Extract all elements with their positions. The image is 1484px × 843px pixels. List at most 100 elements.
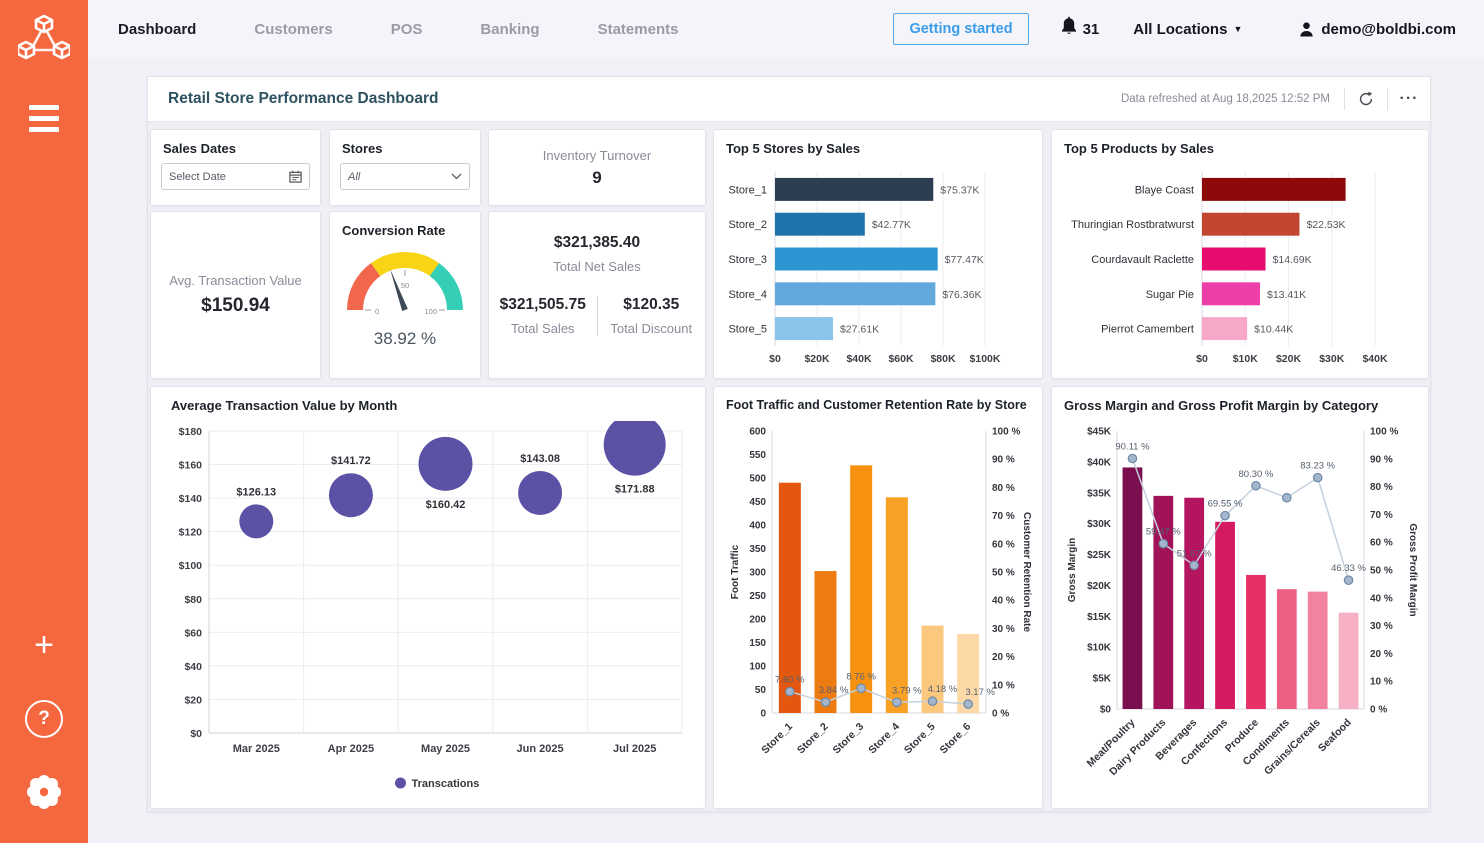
svg-text:90 %: 90 % [1370,454,1393,465]
kpi-label: Avg. Transaction Value [169,273,302,288]
svg-text:$14.69K: $14.69K [1273,254,1312,266]
inventory-turnover-kpi-card: Inventory Turnover 9 [488,129,706,206]
svg-text:Store_2: Store_2 [795,721,831,757]
net-sales-kpi-card: $321,385.40 Total Net Sales $321,505.75 … [488,211,706,379]
svg-text:100 %: 100 % [1370,427,1398,438]
net-sales-value: $321,385.40 [553,234,641,251]
svg-text:$5K: $5K [1093,674,1112,685]
settings-gear-icon[interactable] [24,772,64,817]
refresh-icon [1359,91,1373,106]
svg-text:Customer Retention Rate: Customer Retention Rate [1021,512,1032,632]
svg-text:Store_5: Store_5 [902,721,938,757]
svg-text:$42.77K: $42.77K [872,219,911,231]
svg-text:60 %: 60 % [1370,538,1393,549]
svg-text:$76.36K: $76.36K [942,289,981,301]
svg-text:Seafood: Seafood [1316,717,1354,755]
svg-text:$75.37K: $75.37K [940,184,979,196]
sales-dates-filter-card: Sales Dates Select Date [150,129,321,206]
avg-transaction-bubble-chart[interactable]: $0 $20 $40 $60 $80 $100 $120 $140 $160 $180 $126.1… [165,413,692,801]
top-navigation: Dashboard Customers POS Banking Statemen… [88,0,1484,58]
nav-tab-statements[interactable]: Statements [597,20,679,38]
bell-icon [1059,16,1079,42]
svg-text:$40K: $40K [1362,353,1388,365]
more-options-button[interactable]: ··· [1399,90,1419,107]
filter-label: Sales Dates [163,141,236,156]
svg-text:$40K: $40K [846,353,872,365]
svg-text:0: 0 [375,307,379,316]
svg-text:40 %: 40 % [992,596,1015,607]
svg-text:Blaye Coast: Blaye Coast [1135,184,1194,196]
top-products-chart-card: Top 5 Products by Sales $0 $10K $20K $30K $4… [1051,129,1429,379]
svg-text:Store_4: Store_4 [728,289,767,301]
svg-text:$30K: $30K [1087,519,1112,530]
foot-traffic-chart-card: Foot Traffic and Customer Retention Rate… [713,386,1043,809]
avg-transaction-kpi-card: Avg. Transaction Value $150.94 [150,211,321,379]
net-sales-label: Total Net Sales [553,259,641,274]
chart-title: Top 5 Stores by Sales [726,141,861,156]
foot-traffic-combo-chart[interactable]: 0 50 100 150 200 250 300 350 400 450 500 550 600 0 % 1… [726,423,1032,801]
top-stores-bar-chart[interactable]: $0 $20K $40K $60K $80K $100K Store_1 $75.37K Sto… [723,166,1035,370]
svg-text:350: 350 [749,544,766,555]
location-selector[interactable]: All Locations ▼ [1133,21,1242,38]
gauge-value: 38.92 % [373,329,437,348]
nav-tab-customers[interactable]: Customers [254,20,333,38]
page-title: Retail Store Performance Dashboard [168,90,439,107]
help-icon[interactable]: ? [25,700,63,738]
stores-dropdown[interactable]: All [340,163,470,190]
menu-hamburger-icon[interactable] [29,105,59,132]
top-stores-chart-card: Top 5 Stores by Sales $0 $20K $40K $60K $80K… [713,129,1043,379]
total-discount-label: Total Discount [610,321,693,336]
svg-text:$10.44K: $10.44K [1254,324,1293,336]
svg-text:59.47 %: 59.47 % [1146,527,1181,538]
svg-text:46.33 %: 46.33 % [1331,563,1366,574]
svg-text:51.67 %: 51.67 % [1177,548,1212,559]
user-menu[interactable]: demo@boldbi.com [1298,21,1456,38]
svg-text:$40: $40 [184,661,202,673]
svg-text:80.30 %: 80.30 % [1239,469,1274,480]
top-products-bar-chart[interactable]: $0 $10K $20K $30K $40K Blaye Coast Thuringian … [1060,166,1421,370]
svg-text:30 %: 30 % [1370,621,1393,632]
svg-text:8.76 %: 8.76 % [846,671,876,682]
gross-margin-combo-chart[interactable]: $0 $5K $10K $15K $20K $25K $30K $35K $40K $45K 0 %… [1063,423,1418,801]
svg-text:$140: $140 [179,493,203,505]
svg-text:$160: $160 [179,460,203,472]
notification-count: 31 [1082,20,1100,38]
svg-text:69.55 %: 69.55 % [1208,499,1243,510]
nav-tab-banking[interactable]: Banking [480,20,540,38]
stores-selected-value: All [348,170,361,183]
svg-text:4.18 %: 4.18 % [928,684,958,695]
svg-text:Thuringian Rostbratwurst: Thuringian Rostbratwurst [1071,219,1194,231]
svg-text:$35K: $35K [1087,488,1112,499]
create-new-button[interactable]: + [34,626,54,664]
notifications-button[interactable]: 31 [1059,16,1100,42]
svg-text:$126.13: $126.13 [236,486,276,498]
nav-tab-dashboard[interactable]: Dashboard [118,20,197,38]
svg-text:$100: $100 [179,560,203,572]
boldbi-logo-icon[interactable] [16,12,72,75]
svg-text:$27.61K: $27.61K [840,324,879,336]
refresh-button[interactable] [1345,77,1387,121]
svg-text:90.11 %: 90.11 % [1115,441,1150,452]
svg-text:400: 400 [749,521,766,532]
svg-text:0 %: 0 % [1370,705,1387,716]
conversion-gauge[interactable]: 0 50 100 [335,238,475,327]
nav-tab-pos[interactable]: POS [390,20,423,38]
user-email: demo@boldbi.com [1321,20,1456,38]
svg-text:150: 150 [749,638,766,649]
total-discount-kpi: $120.35 Total Discount [598,296,706,336]
chevron-down-icon: ▼ [1233,24,1243,34]
svg-text:$0: $0 [1100,705,1112,716]
refresh-timestamp: Data refreshed at Aug 18,2025 12:52 PM [1120,93,1330,105]
chart-title: Foot Traffic and Customer Retention Rate… [726,398,1027,412]
svg-text:90 %: 90 % [992,455,1015,466]
svg-text:$13.41K: $13.41K [1267,289,1306,301]
svg-text:$10K: $10K [1087,643,1112,654]
svg-text:80 %: 80 % [992,483,1015,494]
svg-text:80 %: 80 % [1370,482,1393,493]
svg-text:$20K: $20K [1087,581,1112,592]
svg-text:500: 500 [749,474,766,485]
svg-text:10 %: 10 % [1370,677,1393,688]
svg-text:Pierrot Camembert: Pierrot Camembert [1101,324,1194,336]
date-picker-input[interactable]: Select Date [161,163,310,190]
getting-started-button[interactable]: Getting started [893,13,1029,45]
